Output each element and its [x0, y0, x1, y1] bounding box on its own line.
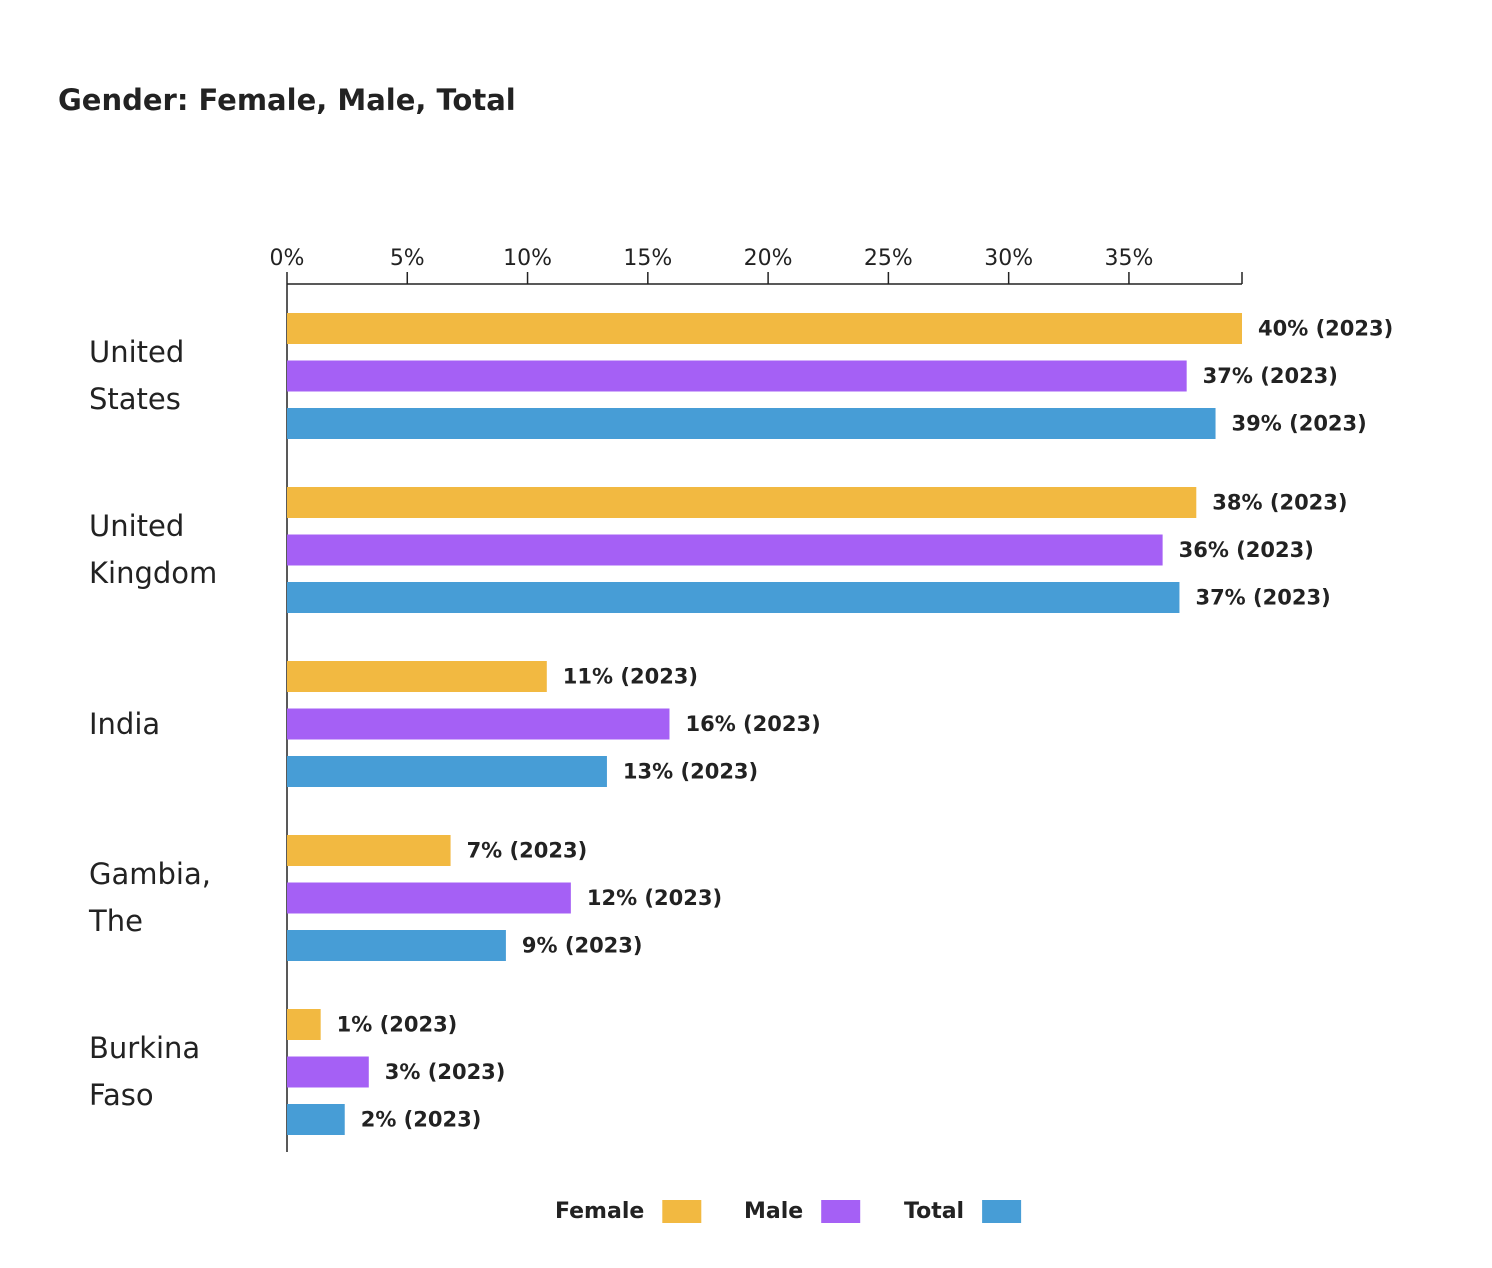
- category-label: Burkina Faso: [89, 1031, 201, 1112]
- legend-swatch: [662, 1200, 702, 1223]
- value-label: 13% (2023): [623, 760, 758, 784]
- value-label: 36% (2023): [1179, 538, 1314, 562]
- bar: [287, 313, 1242, 344]
- value-label: 12% (2023): [587, 886, 722, 910]
- bar: [287, 1009, 321, 1040]
- value-label: 1% (2023): [337, 1013, 458, 1037]
- value-label: 7% (2023): [467, 839, 588, 863]
- value-label: 2% (2023): [361, 1108, 482, 1132]
- category-label: India: [89, 706, 161, 741]
- value-label: 37% (2023): [1195, 586, 1330, 610]
- bar: [287, 408, 1216, 439]
- legend-swatch: [982, 1200, 1022, 1223]
- bar: [287, 882, 571, 914]
- category-label: Gambia, The: [89, 857, 211, 938]
- value-label: 37% (2023): [1203, 364, 1338, 388]
- value-label: 11% (2023): [563, 665, 698, 689]
- x-tick-label: 20%: [744, 246, 793, 271]
- bar: [287, 582, 1180, 613]
- bar: [287, 1056, 369, 1088]
- category-label: United Kingdom: [89, 509, 218, 590]
- bar: [287, 487, 1197, 518]
- x-tick-label: 0%: [270, 246, 305, 271]
- value-label: 40% (2023): [1258, 317, 1393, 341]
- legend-label: Female: [555, 1199, 644, 1224]
- legend-swatch: [821, 1200, 861, 1223]
- category-label: United States: [89, 335, 185, 416]
- bar: [287, 756, 607, 787]
- value-label: 9% (2023): [522, 934, 643, 958]
- x-tick-label: 10%: [503, 246, 552, 271]
- value-label: 38% (2023): [1212, 491, 1347, 515]
- bar: [287, 835, 451, 866]
- bar: [287, 708, 670, 740]
- bar: [287, 1104, 345, 1135]
- bar: [287, 360, 1187, 392]
- legend-label: Total: [904, 1199, 964, 1224]
- x-tick-label: 30%: [984, 246, 1033, 271]
- x-tick-label: 5%: [390, 246, 425, 271]
- chart-title: Gender: Female, Male, Total: [58, 83, 516, 117]
- x-tick-label: 25%: [864, 246, 913, 271]
- x-tick-label: 35%: [1104, 246, 1153, 271]
- bar: [287, 534, 1163, 566]
- value-label: 16% (2023): [685, 712, 820, 736]
- bar: [287, 930, 506, 961]
- value-label: 39% (2023): [1232, 412, 1367, 436]
- x-tick-label: 15%: [623, 246, 672, 271]
- bar: [287, 661, 547, 692]
- legend-label: Male: [744, 1199, 803, 1224]
- value-label: 3% (2023): [385, 1060, 506, 1084]
